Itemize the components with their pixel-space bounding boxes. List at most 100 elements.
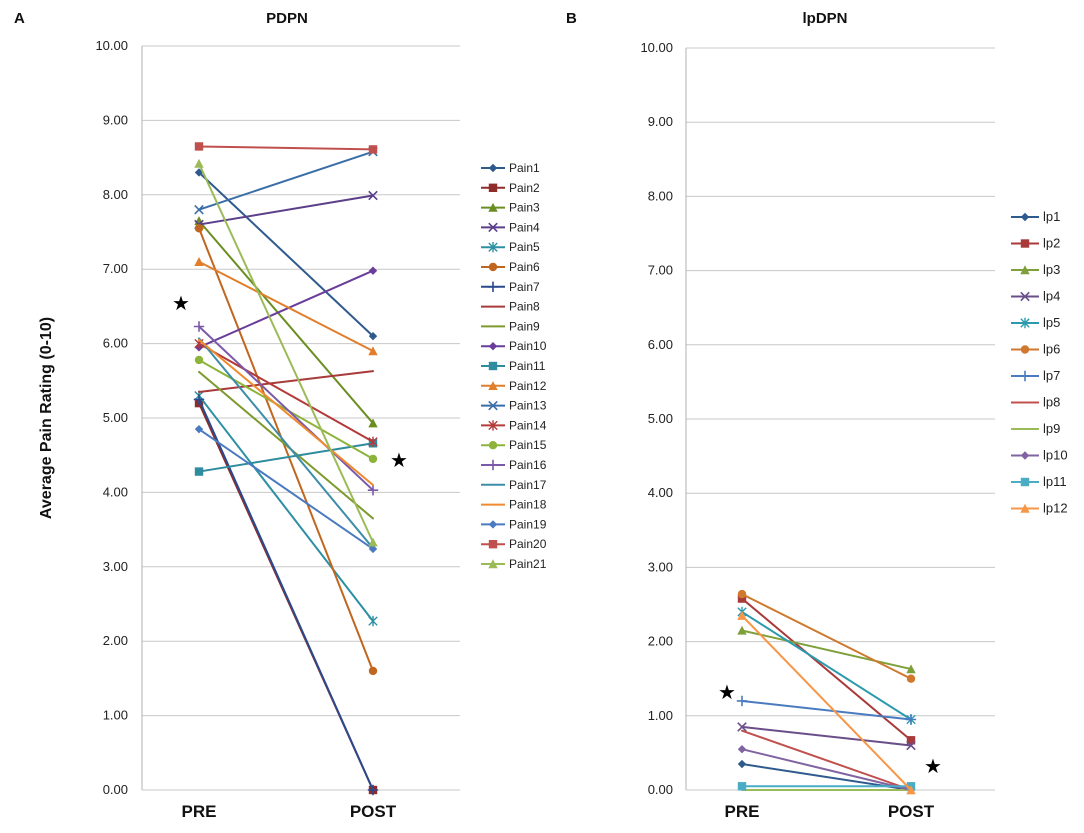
- chart-a-series: [193, 142, 379, 796]
- legend-label: lp11: [1043, 474, 1067, 489]
- chart-b-legend: lp1 lp2 lp3 lp4 lp5 lp6 lp7 lp8 lp9 lp10 lp11 lp12: [1011, 209, 1068, 516]
- x-tick-label-pre: PRE: [182, 802, 217, 821]
- y-tick-label: 8.00: [648, 188, 673, 203]
- legend-item-lp10: lp10: [1011, 448, 1068, 463]
- series-lp3: [737, 625, 916, 674]
- legend-label: lp2: [1043, 236, 1060, 251]
- y-tick-label: 3.00: [103, 559, 128, 574]
- data-point: [906, 736, 916, 745]
- legend-swatch-marker: [488, 381, 498, 390]
- chart-b-x-ticks: PRE POST: [725, 802, 935, 821]
- legend-item-pain18: Pain18: [481, 498, 547, 512]
- data-point: [368, 266, 378, 275]
- legend-item-lp8: lp8: [1011, 395, 1060, 410]
- data-point: [905, 714, 917, 725]
- legend-label: Pain1: [509, 161, 540, 175]
- series-line: [198, 339, 374, 486]
- series-lp6: [737, 589, 916, 683]
- data-point: [368, 436, 378, 448]
- chart-b-annotation-pre: ★: [718, 682, 736, 704]
- series-line: [198, 370, 374, 393]
- legend-item-pain7: Pain7: [481, 280, 540, 294]
- data-point: [368, 666, 378, 676]
- series-line: [741, 597, 912, 742]
- legend-item-lp7: lp7: [1011, 368, 1060, 383]
- legend-label: Pain8: [509, 300, 540, 314]
- legend-item-pain14: Pain14: [481, 418, 547, 432]
- data-point: [741, 729, 743, 732]
- legend-item-pain16: Pain16: [481, 458, 547, 472]
- legend-label: Pain12: [509, 379, 547, 393]
- legend-item-pain8: Pain8: [481, 300, 540, 314]
- legend-swatch-marker: [1020, 503, 1030, 513]
- y-tick-label: 10.00: [95, 38, 128, 53]
- data-point: [198, 338, 200, 341]
- y-tick-label: 5.00: [103, 410, 128, 425]
- series-line: [198, 260, 374, 352]
- series-lp2: [737, 594, 916, 745]
- series-line: [741, 699, 912, 721]
- legend-swatch-marker: [488, 163, 498, 173]
- series-lp5: [737, 606, 916, 725]
- chart-a-annotation-post: ★: [390, 450, 408, 472]
- data-point: [737, 594, 747, 603]
- legend-label: lp3: [1043, 262, 1060, 277]
- legend-label: Pain13: [509, 399, 547, 413]
- legend-swatch-marker: [1020, 265, 1030, 275]
- series-line: [198, 163, 374, 543]
- data-point: [194, 204, 204, 215]
- y-tick-label: 2.00: [648, 634, 673, 649]
- y-tick-label: 7.00: [103, 261, 128, 276]
- chart-a-legend: Pain1 Pain2 Pain3 Pain4 Pain5 Pain6 Pain7 Pain8…: [481, 161, 547, 571]
- legend-swatch-marker: [1019, 370, 1031, 382]
- legend-swatch-marker: [1020, 477, 1030, 487]
- data-point: [367, 484, 379, 496]
- series-line: [198, 398, 374, 791]
- series-line: [198, 269, 374, 349]
- chart-b-annotation-post: ★: [924, 756, 942, 778]
- legend-swatch-marker: [1020, 345, 1030, 354]
- legend-swatch-marker: [488, 342, 498, 351]
- legend-item-pain17: Pain17: [481, 478, 547, 492]
- legend-label: lp8: [1043, 395, 1060, 410]
- legend-swatch-marker: [488, 559, 498, 569]
- y-tick-label: 1.00: [648, 708, 673, 723]
- series-pain6: [194, 224, 378, 676]
- legend-label: Pain2: [509, 181, 540, 195]
- legend-label: Pain21: [509, 557, 547, 571]
- series-pain1: [194, 168, 378, 341]
- series-line: [741, 611, 912, 721]
- y-tick-label: 9.00: [648, 114, 673, 129]
- legend-label: lp5: [1043, 315, 1060, 330]
- y-tick-label: 1.00: [103, 708, 128, 723]
- data-point: [737, 610, 747, 620]
- data-point: [194, 142, 204, 151]
- series-pain3: [194, 216, 378, 428]
- data-point: [198, 390, 200, 393]
- data-point: [367, 784, 379, 796]
- series-lp9: [741, 789, 912, 791]
- legend-label: Pain4: [509, 220, 540, 234]
- y-tick-label: 8.00: [103, 187, 128, 202]
- chart-a-x-ticks: PRE POST: [182, 802, 397, 821]
- legend-label: Pain20: [509, 537, 547, 551]
- y-tick-label: 7.00: [648, 263, 673, 278]
- series-pain7: [193, 394, 379, 796]
- data-point: [198, 370, 200, 373]
- legend-swatch-marker: [488, 400, 498, 411]
- legend-swatch-marker: [488, 540, 498, 549]
- series-pain17: [198, 337, 374, 550]
- series-line: [741, 614, 912, 791]
- chart-a-y-axis-label: Average Pain Rating (0-10): [38, 317, 55, 519]
- series-pain16: [193, 321, 379, 496]
- y-tick-label: 4.00: [648, 485, 673, 500]
- legend-item-lp11: lp11: [1011, 474, 1067, 489]
- legend-label: Pain11: [509, 359, 546, 373]
- legend-label: Pain19: [509, 517, 547, 531]
- series-pain19: [194, 424, 378, 554]
- legend-item-pain21: Pain21: [481, 557, 547, 571]
- x-tick-label-post: POST: [350, 802, 397, 821]
- legend-item-lp4: lp4: [1011, 289, 1060, 304]
- series-pain14: [194, 338, 378, 448]
- legend-label: Pain15: [509, 438, 547, 452]
